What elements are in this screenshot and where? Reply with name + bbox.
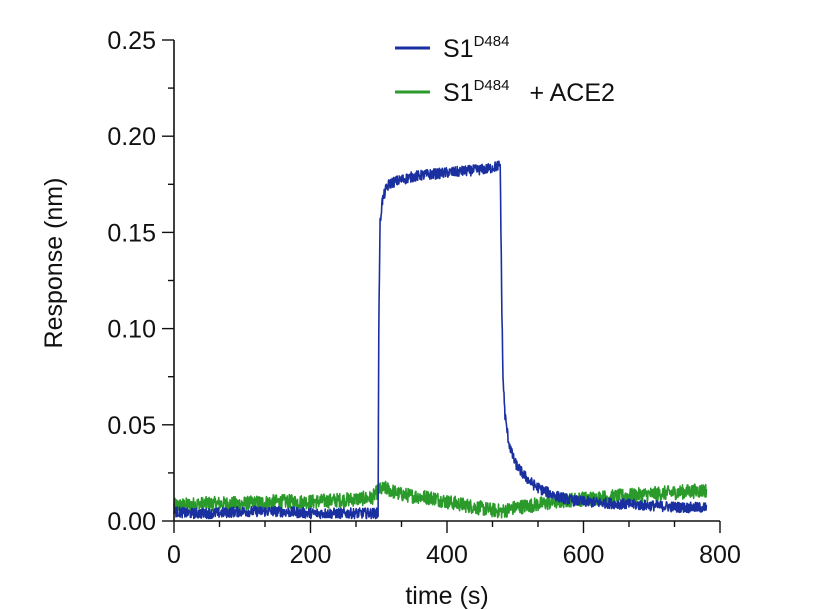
y-tick-label: 0.20 — [107, 123, 156, 151]
legend-label: S1D484 + ACE2 — [443, 77, 615, 107]
y-tick-label: 0.10 — [107, 316, 156, 344]
x-tick-label: 400 — [426, 541, 468, 569]
x-axis-title: time (s) — [405, 582, 488, 610]
y-tick-label: 0.25 — [107, 27, 156, 55]
x-tick-label: 0 — [167, 541, 181, 569]
x-tick-label: 800 — [699, 541, 741, 569]
legend-label: S1D484 — [443, 33, 509, 63]
x-tick-label: 600 — [563, 541, 605, 569]
series-layer — [173, 160, 708, 520]
series-line-s1-d484 — [173, 160, 708, 520]
axes: 0.00 0.05 0.10 0.15 0.20 0.25 0 200 400 600 800 — [107, 27, 741, 569]
y-tick-label: 0.00 — [107, 508, 156, 536]
legend-superscript: D484 — [474, 77, 510, 94]
legend-suffix: + ACE2 — [529, 79, 614, 107]
y-tick-label: 0.05 — [107, 412, 156, 440]
series-line-s1-d484-ace2 — [173, 480, 708, 519]
y-tick-label: 0.15 — [107, 219, 156, 247]
legend-superscript: D484 — [474, 33, 510, 50]
x-tick-label: 200 — [290, 541, 332, 569]
y-axis-title: Response (nm) — [40, 178, 68, 349]
